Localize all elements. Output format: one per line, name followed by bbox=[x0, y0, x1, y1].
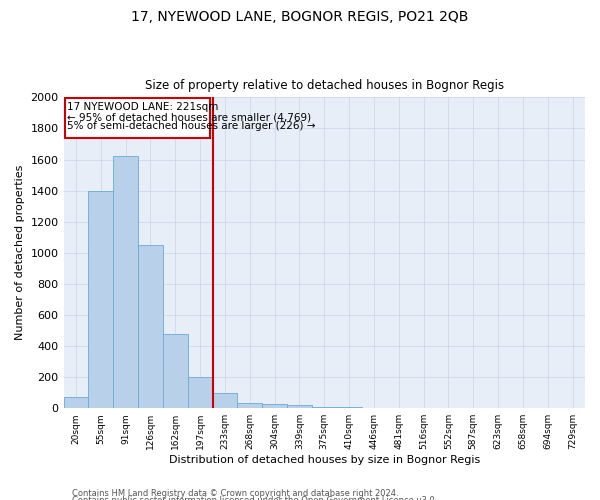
Text: Contains public sector information licensed under the Open Government Licence v3: Contains public sector information licen… bbox=[72, 496, 437, 500]
Bar bbox=[212, 392, 238, 408]
Text: 17 NYEWOOD LANE: 221sqm: 17 NYEWOOD LANE: 221sqm bbox=[67, 102, 218, 112]
Y-axis label: Number of detached properties: Number of detached properties bbox=[15, 165, 25, 340]
Text: 5% of semi-detached houses are larger (226) →: 5% of semi-detached houses are larger (2… bbox=[67, 122, 316, 132]
Bar bbox=[238, 403, 262, 408]
Bar bbox=[138, 245, 163, 408]
Bar bbox=[88, 190, 113, 408]
Text: ← 95% of detached houses are smaller (4,769): ← 95% of detached houses are smaller (4,… bbox=[67, 112, 311, 122]
Bar bbox=[163, 334, 188, 408]
FancyBboxPatch shape bbox=[65, 98, 210, 138]
Bar bbox=[64, 396, 88, 408]
Bar bbox=[312, 406, 337, 408]
X-axis label: Distribution of detached houses by size in Bognor Regis: Distribution of detached houses by size … bbox=[169, 455, 480, 465]
Bar bbox=[287, 405, 312, 408]
Title: Size of property relative to detached houses in Bognor Regis: Size of property relative to detached ho… bbox=[145, 79, 504, 92]
Bar bbox=[262, 404, 287, 408]
Bar bbox=[113, 156, 138, 408]
Text: Contains HM Land Registry data © Crown copyright and database right 2024.: Contains HM Land Registry data © Crown c… bbox=[72, 488, 398, 498]
Bar bbox=[188, 377, 212, 408]
Text: 17, NYEWOOD LANE, BOGNOR REGIS, PO21 2QB: 17, NYEWOOD LANE, BOGNOR REGIS, PO21 2QB bbox=[131, 10, 469, 24]
